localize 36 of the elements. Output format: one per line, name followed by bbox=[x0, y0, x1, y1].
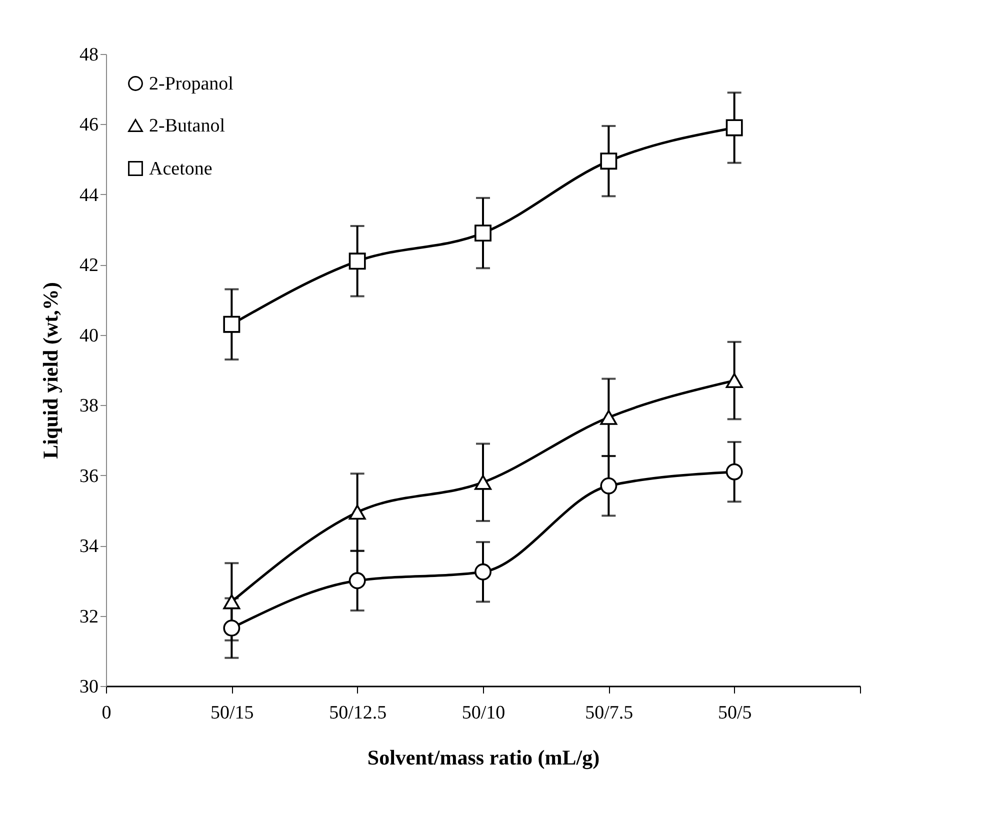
legend-label: Acetone bbox=[149, 158, 212, 180]
point bbox=[726, 463, 743, 480]
point bbox=[474, 563, 492, 580]
point bbox=[348, 252, 366, 270]
point bbox=[474, 474, 492, 490]
y-tick-label: 38 bbox=[80, 396, 98, 417]
point bbox=[600, 152, 618, 170]
y-axis-title: Liquid yield (wt,%) bbox=[38, 282, 62, 459]
y-tick-label: 40 bbox=[80, 325, 98, 346]
y-tick-label: 44 bbox=[80, 184, 99, 206]
x-tick-label: 50/12.5 bbox=[329, 702, 387, 724]
point bbox=[600, 410, 618, 425]
x-tick-label: 0 bbox=[102, 702, 112, 724]
point bbox=[726, 119, 743, 136]
point bbox=[726, 373, 743, 388]
y-tick-label: 42 bbox=[80, 255, 98, 276]
point bbox=[348, 572, 366, 590]
y-tick-label: 46 bbox=[80, 114, 98, 136]
point bbox=[223, 594, 240, 610]
y-tick-label: 32 bbox=[80, 606, 98, 628]
point bbox=[223, 316, 240, 333]
x-tick-label: 50/10 bbox=[462, 702, 506, 724]
x-axis-title: Solvent/mass ratio (mL/g) bbox=[367, 746, 600, 770]
y-tick-label: 34 bbox=[80, 536, 99, 558]
y-tick-label: 30 bbox=[80, 676, 98, 698]
point bbox=[348, 504, 366, 520]
x-tick-label: 50/5 bbox=[718, 702, 752, 724]
x-tick-label: 50/15 bbox=[210, 702, 254, 724]
point bbox=[600, 477, 618, 494]
y-tick-label: 48 bbox=[80, 44, 98, 66]
legend-label: 2-Butanol bbox=[149, 116, 225, 136]
y-tick-label: 36 bbox=[80, 466, 98, 487]
legend-label: 2-Propanol bbox=[149, 74, 234, 94]
x-tick-label: 50/7.5 bbox=[585, 702, 634, 724]
point bbox=[223, 620, 240, 637]
point bbox=[474, 224, 492, 242]
